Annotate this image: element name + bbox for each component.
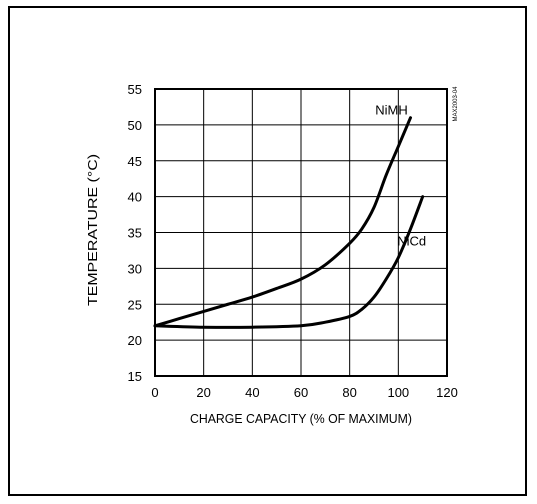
plot-border [154, 88, 448, 377]
series-line-nimh [153, 116, 412, 328]
y-tick-labels: 15 20 25 30 35 40 45 50 55 [128, 82, 142, 384]
y-tick-label: 15 [128, 369, 142, 384]
y-tick-label: 55 [128, 82, 142, 97]
y-tick-label: 45 [128, 154, 142, 169]
y-tick-label: 25 [128, 297, 142, 312]
x-tick-label: 60 [294, 385, 308, 400]
series-label-nicd: NiCd [397, 234, 426, 249]
y-tick-label: 30 [128, 261, 142, 276]
y-axis-label: TEMPERATURE (°C) [85, 154, 100, 306]
x-tick-label: 120 [436, 385, 458, 400]
series-label-nimh: NiMH [375, 103, 408, 118]
x-tick-label: 80 [342, 385, 356, 400]
y-tick-label: 20 [128, 333, 142, 348]
y-tick-label: 35 [128, 226, 142, 241]
series-group: NiMH NiCd [153, 103, 426, 329]
x-tick-label: 100 [387, 385, 409, 400]
x-tick-label: 40 [245, 385, 259, 400]
x-tick-labels: 0 20 40 60 80 100 120 [151, 385, 457, 400]
x-axis-label: CHARGE CAPACITY (% OF MAXIMUM) [190, 411, 412, 426]
figure-code-label: MAX2003-04 [453, 86, 459, 122]
x-tick-label: 20 [196, 385, 210, 400]
y-tick-label: 50 [128, 118, 142, 133]
chart-frame [8, 6, 527, 496]
y-tick-label: 40 [128, 190, 142, 205]
x-tick-label: 0 [151, 385, 158, 400]
series-line-nicd [153, 195, 425, 329]
